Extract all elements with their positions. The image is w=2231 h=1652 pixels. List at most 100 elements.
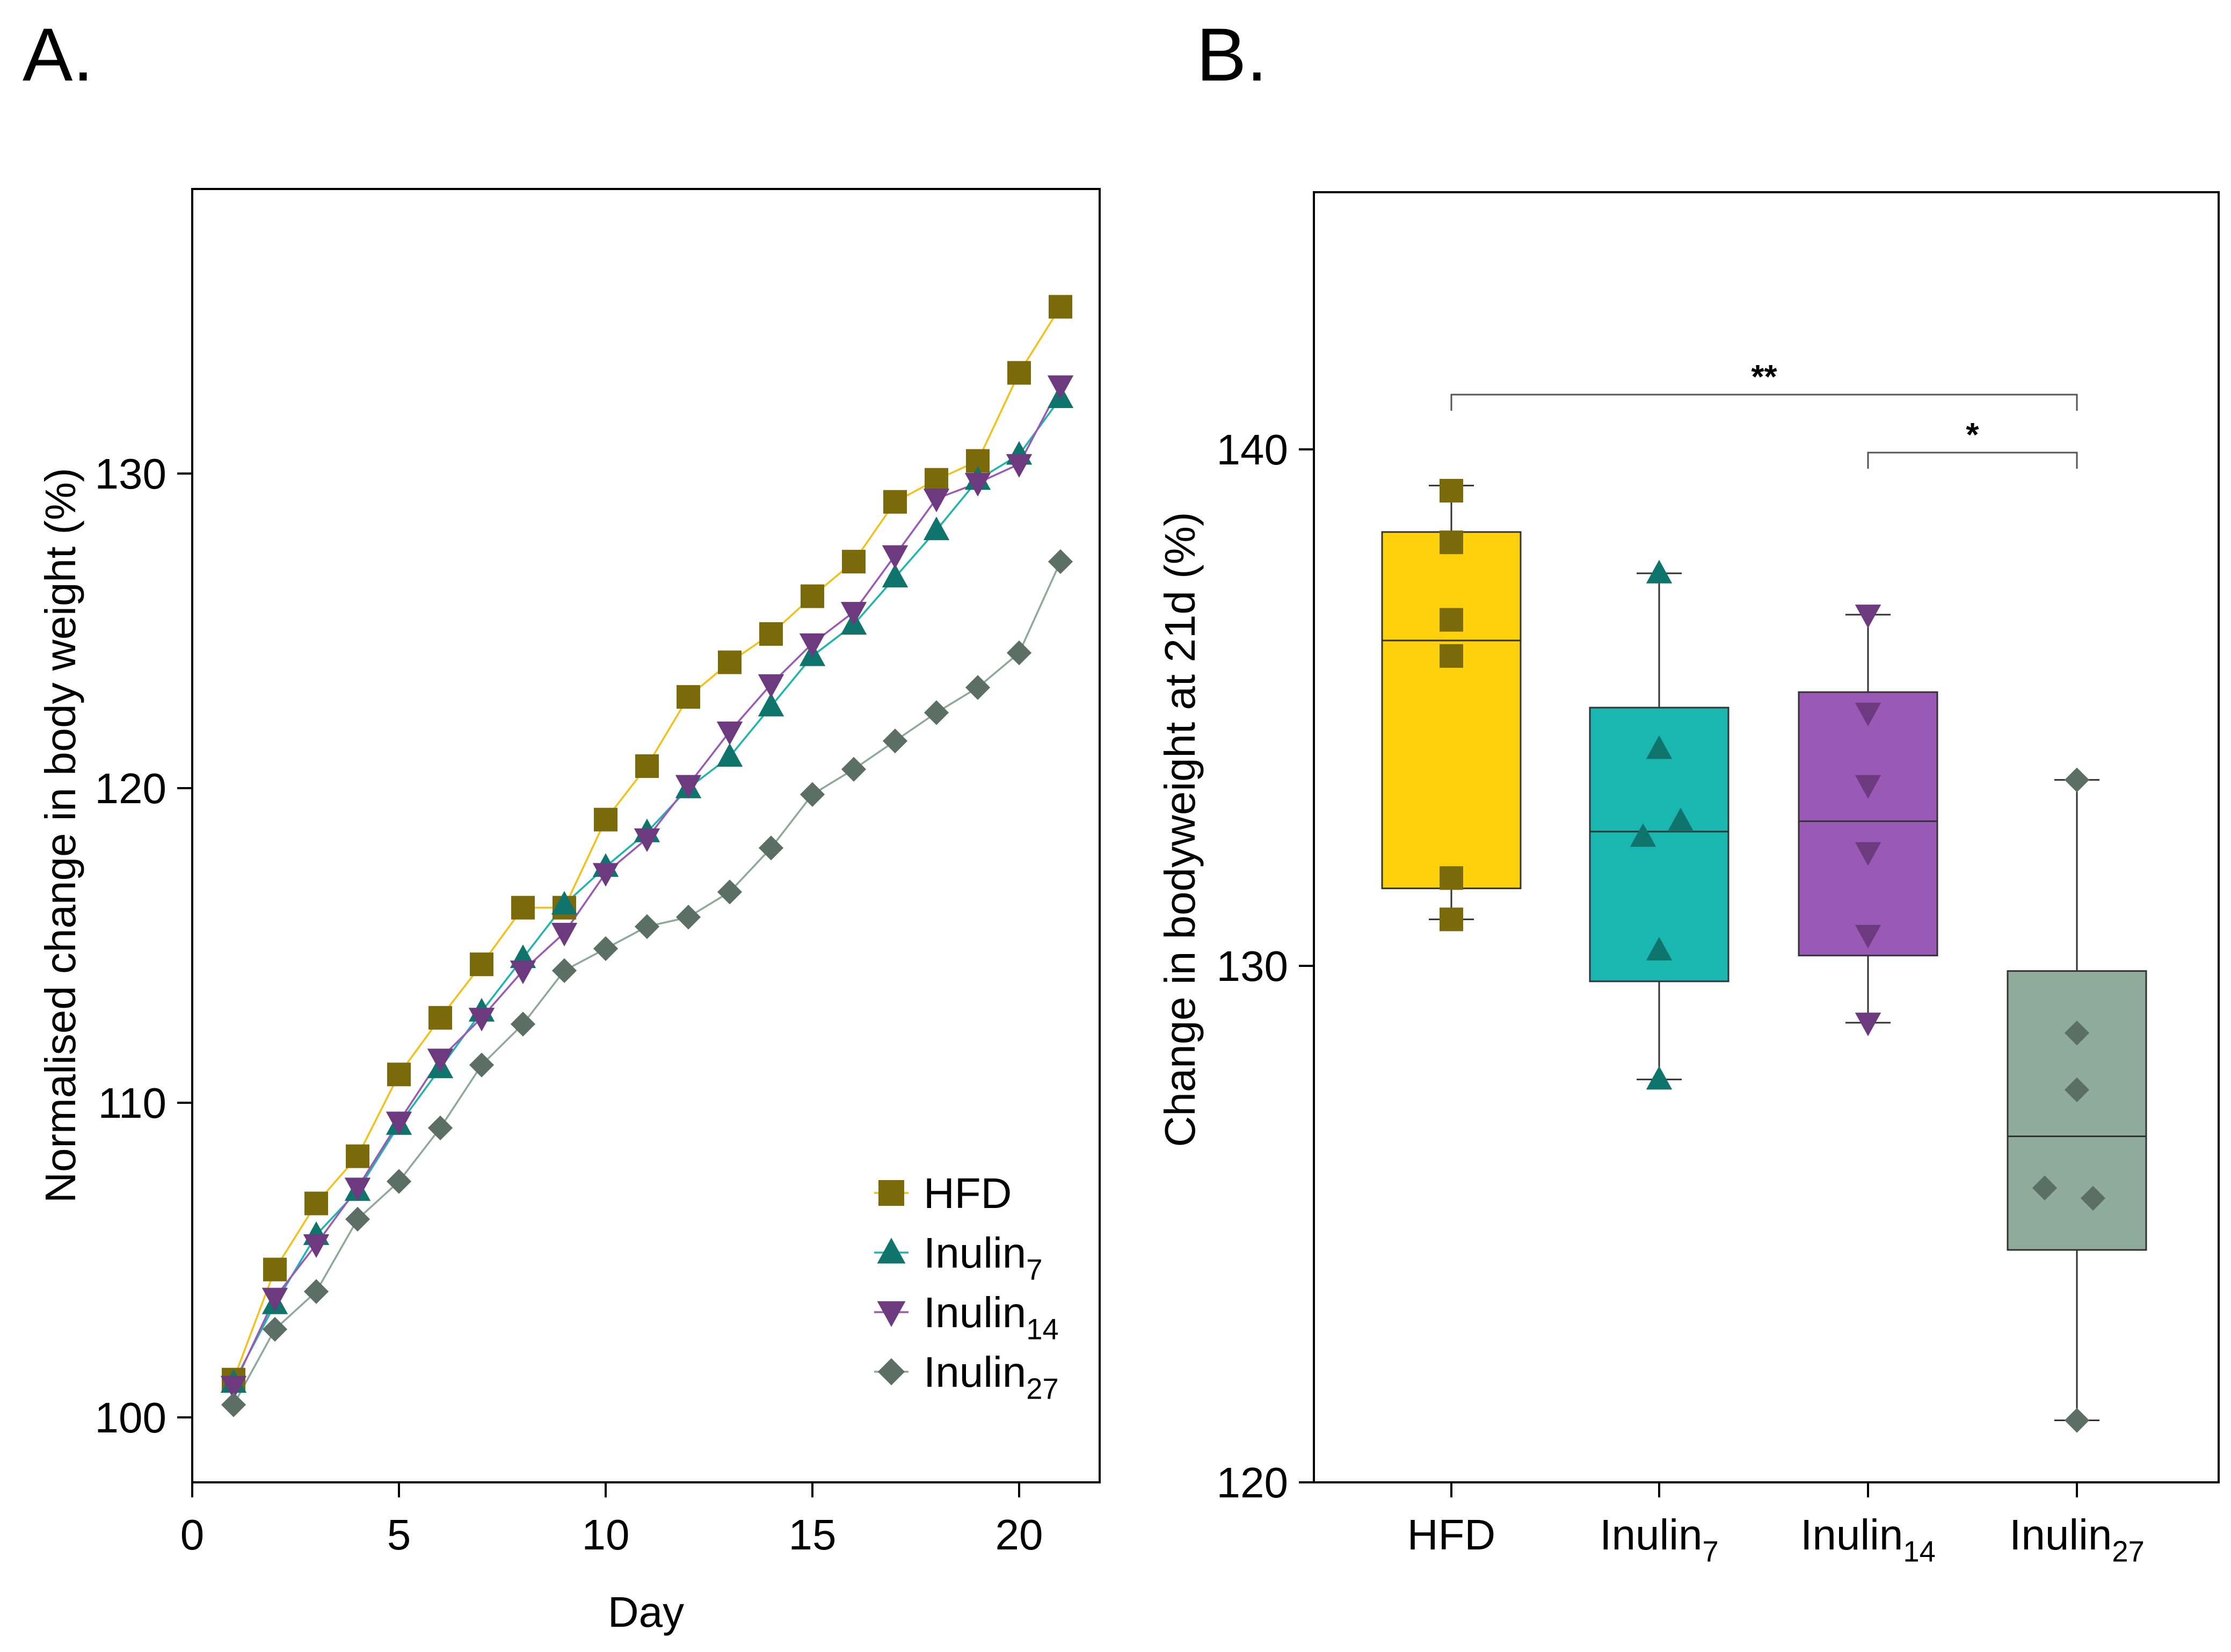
point-hfd [304,1191,328,1216]
point-hfd [511,896,535,920]
point-inulin27 [593,936,619,961]
point-inulin27 [2032,1175,2058,1200]
legend-marker [877,1301,906,1327]
point-inulin14 [1855,925,1881,949]
box-inulin27 [2007,779,2147,1422]
chart-a-ytick-label: 100 [95,1394,166,1442]
legend-item-inulin27: Inulin27 [874,1348,1059,1405]
line-inulin27 [232,561,1062,1406]
chart-b-ytick-label: 120 [1217,1459,1288,1507]
point-inulin7 [1630,823,1656,847]
point-hfd [263,1257,287,1282]
point-inulin14 [1047,375,1074,399]
chart-a-xlabel: Day [608,1588,684,1636]
point-inulin27 [345,1206,370,1232]
point-inulin27 [469,1052,495,1078]
point-hfd [842,550,866,574]
chart-b-xtick-label-inulin14: Inulin14 [1800,1511,1936,1568]
legend-label: HFD [924,1169,1012,1217]
chart-b-ylabel: Change in bodyweight at 21d (%) [1156,512,1204,1147]
point-hfd [759,622,783,646]
legend-marker [877,1238,906,1264]
chart-a-xtick-label: 10 [582,1511,630,1559]
point-inulin14 [1855,702,1881,726]
point-hfd [387,1062,411,1087]
point-inulin14 [468,1008,495,1032]
chart-a-ytick-label: 110 [98,1079,166,1127]
chart-a-frame [191,188,1101,1483]
legend-item-inulin14: Inulin14 [874,1289,1059,1345]
point-hfd [635,754,659,778]
point-inulin7 [1646,936,1673,960]
legend-item-hfd: HFD [874,1169,1012,1217]
point-inulin14 [1855,842,1881,866]
box-hfd [1381,484,1522,920]
point-hfd [1049,295,1072,319]
point-inulin14 [551,922,578,947]
significance-bracket: * [1867,417,2078,469]
point-hfd [470,952,493,977]
legend-label: Inulin14 [924,1289,1059,1345]
point-inulin7 [882,564,909,588]
point-inulin27 [634,914,660,939]
legend-label: Inulin7 [924,1229,1043,1286]
point-inulin14 [716,721,743,745]
point-hfd [428,1006,452,1030]
point-inulin14 [840,602,867,626]
point-inulin27 [2064,1020,2090,1046]
point-inulin14 [344,1177,371,1202]
box-inulin14 [1798,614,1938,1024]
point-hfd [1440,866,1463,890]
point-inulin27 [2064,1408,2090,1433]
point-inulin27 [427,1115,453,1140]
point-inulin14 [758,674,784,698]
point-inulin14 [386,1111,412,1136]
chart-b-frame [1313,191,2220,1483]
point-inulin14 [882,545,909,569]
point-inulin27 [965,675,991,700]
bracket-line [1450,394,2078,411]
chart-a-xtick-label: 5 [387,1511,411,1559]
point-inulin14 [1855,775,1881,799]
point-hfd [1007,361,1031,385]
point-hfd [718,650,742,674]
point-inulin7 [1646,1066,1673,1090]
point-hfd [346,1144,369,1168]
point-hfd [594,807,617,832]
chart-b-ytick-label: 130 [1217,942,1288,990]
chart-b-ytick-label: 140 [1217,426,1288,474]
panel-label-a: A. [23,12,93,97]
legend-label: Inulin27 [924,1348,1059,1405]
significance-bracket: ** [1450,359,2078,411]
box-iqr [1798,691,1938,957]
point-inulin27 [717,879,743,905]
point-inulin27 [1006,640,1032,666]
chart-a-ytick-label: 120 [95,765,166,812]
point-hfd [677,685,700,709]
point-inulin27 [303,1279,329,1304]
point-inulin7 [716,743,743,767]
point-inulin14 [303,1234,330,1258]
point-hfd [1440,644,1463,668]
chart-b-xtick-label-inulin7: Inulin7 [1600,1511,1719,1568]
chart-b-xtick-label-hfd: HFD [1407,1511,1495,1559]
point-inulin27 [386,1169,412,1194]
point-inulin14 [1855,1013,1881,1037]
bracket-line [1867,452,2078,469]
point-inulin14 [220,1376,247,1400]
box-iqr [2007,970,2147,1251]
legend-marker [877,1358,905,1386]
point-inulin14 [592,863,619,887]
point-hfd [801,584,824,608]
significance-label: ** [1751,359,1777,396]
point-hfd [1440,608,1463,632]
point-hfd [1440,478,1463,503]
chart-a-ytick-label: 130 [95,450,166,498]
point-inulin7 [1646,735,1673,759]
point-inulin14 [799,633,826,657]
legend-marker [878,1180,904,1206]
point-inulin27 [841,756,867,782]
